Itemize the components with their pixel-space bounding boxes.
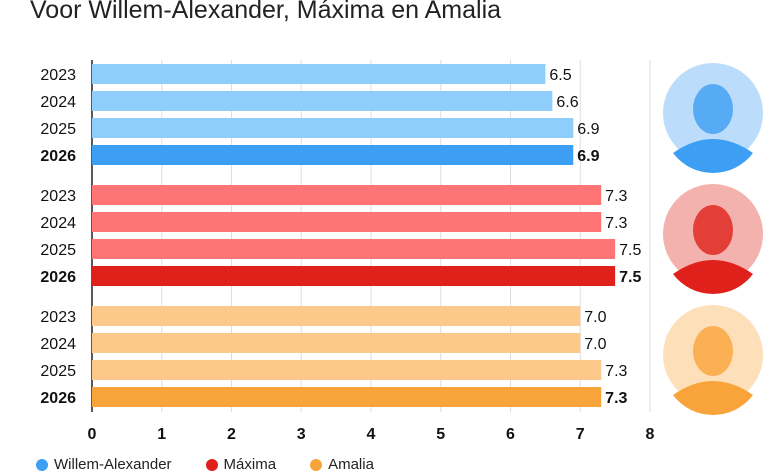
data-label: 7.5 [619,242,641,259]
legend-label: Amalia [328,456,374,473]
data-label: 7.3 [605,188,627,205]
portrait-shoulders [673,139,753,173]
bar [92,360,602,380]
year-label: 2025 [40,121,76,138]
legend-item: Máxima [205,456,277,473]
year-label: 2026 [40,269,76,286]
chart-title: Voor Willem-Alexander, Máxima en Amalia [30,0,502,24]
data-label: 6.9 [577,148,599,165]
data-label: 7.5 [619,269,641,286]
bar [92,91,553,111]
bar [92,185,602,205]
bar [92,64,546,84]
year-label: 2025 [40,363,76,380]
data-label: 7.0 [584,309,606,326]
x-tick-label: 2 [227,426,236,443]
legend-label: Willem-Alexander [54,456,172,473]
data-label: 6.6 [556,94,578,111]
x-tick-label: 6 [506,426,515,443]
data-label: 7.3 [605,390,627,407]
year-label: 2025 [40,242,76,259]
legend-item: Willem-Alexander [36,456,172,473]
x-tick-label: 8 [646,426,655,443]
portrait-face [693,205,733,255]
bar [92,266,616,286]
year-label: 2026 [40,390,76,407]
portrait-face [693,326,733,376]
bar [92,306,581,326]
x-tick-label: 7 [576,426,585,443]
year-label: 2023 [40,309,76,326]
bar [92,118,574,138]
bar [92,239,616,259]
bar [92,145,574,165]
year-label: 2026 [40,148,76,165]
portrait-face [693,84,733,134]
year-label: 2023 [40,188,76,205]
year-label: 2023 [40,67,76,84]
bar [92,387,602,407]
x-tick-label: 4 [367,426,376,443]
data-label: 6.5 [549,67,571,84]
data-label: 6.9 [577,121,599,138]
x-tick-label: 3 [297,426,306,443]
x-tick-label: 1 [157,426,166,443]
legend-swatch [310,458,323,471]
portrait-shoulders [673,260,753,294]
bar [92,333,581,353]
bar [92,212,602,232]
year-label: 2024 [40,215,76,232]
x-tick-label: 0 [88,426,97,443]
data-label: 7.3 [605,363,627,380]
portrait-shoulders [673,381,753,415]
legend-item: Amalia [310,456,374,473]
x-tick-label: 5 [436,426,445,443]
data-label: 7.0 [584,336,606,353]
year-label: 2024 [40,94,76,111]
year-label: 2024 [40,336,76,353]
legend-swatch [36,458,48,471]
legend-swatch [205,458,218,471]
legend-label: Máxima [223,456,277,473]
legend: Willem-Alexander Máxima Amalia [36,456,374,473]
data-label: 7.3 [605,215,627,232]
